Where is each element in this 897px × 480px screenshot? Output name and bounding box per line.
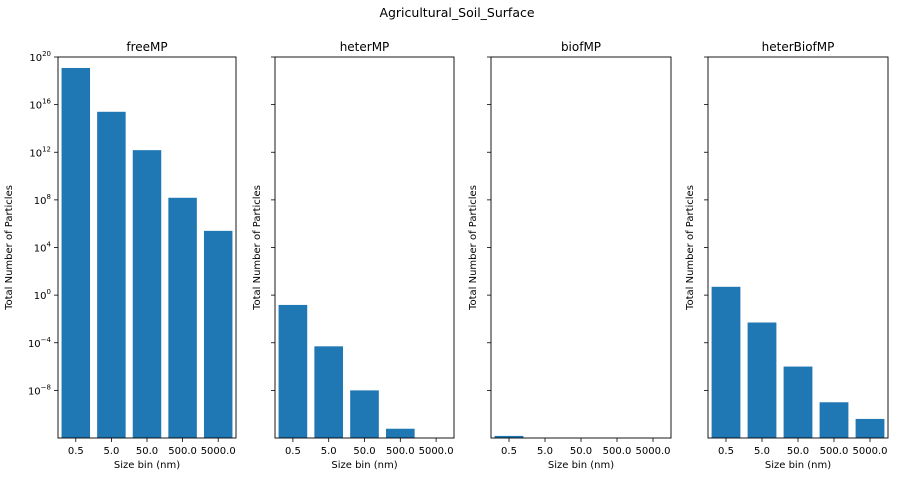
panel-1-xtick-label-4: 500.0 (168, 446, 197, 457)
panel-1-bar-5 (204, 231, 232, 438)
panel-1-title: freeMP (126, 40, 167, 54)
panel-4-ylabel: Total Number of Particles (685, 185, 696, 311)
panel-1-ytick-label-7: 1016 (29, 98, 51, 112)
panel-2-ylabel: Total Number of Particles (252, 185, 263, 311)
panel-2-bar-4 (386, 429, 415, 438)
panel-2-xtick-label-4: 500.0 (386, 446, 415, 457)
panel-1-xtick-label-5: 5000.0 (201, 446, 236, 457)
panel-4-xtick-label-4: 500.0 (820, 446, 849, 457)
panel-4-xtick-label-5: 5000.0 (853, 446, 888, 457)
panel-2-title: heterMP (340, 40, 390, 54)
figure-title: Agricultural_Soil_Surface (379, 5, 534, 20)
panel-3-ylabel: Total Number of Particles (468, 185, 479, 311)
panel-4-bar-1 (712, 287, 741, 438)
panel-1-bar-2 (97, 112, 125, 438)
panel-4-bar-3 (784, 367, 813, 438)
panel-1-ytick-label-4: 104 (34, 241, 52, 255)
panel-2-bar-3 (350, 390, 379, 438)
panel-1-ylabel: Total Number of Particles (4, 185, 15, 311)
panel-1-xlabel: Size bin (nm) (114, 460, 180, 471)
panel-1-bar-1 (62, 68, 90, 438)
panel-1-ytick-label-3: 100 (34, 288, 51, 302)
panel-1-xtick-label-2: 5.0 (103, 446, 119, 457)
panel-3-xtick-label-4: 500.0 (603, 446, 632, 457)
panel-1-ytick-label-5: 108 (34, 193, 51, 207)
panel-4-bar-2 (748, 323, 777, 438)
panel-3-title: biofMP (561, 40, 601, 54)
panel-1-bar-4 (168, 198, 196, 438)
panel-3-xtick-label-2: 5.0 (537, 446, 553, 457)
panel-1-xtick-label-3: 50.0 (136, 446, 158, 457)
panel-1-ytick-label-2: 10−4 (28, 336, 52, 350)
panel-4-bar-4 (820, 402, 849, 438)
panel-4-xtick-label-1: 0.5 (718, 446, 734, 457)
panel-1-ytick-label-1: 10−8 (28, 383, 51, 397)
panel-2-bar-2 (314, 346, 343, 438)
panel-1-xtick-label-1: 0.5 (68, 446, 84, 457)
panel-3-xlabel: Size bin (nm) (548, 460, 614, 471)
panel-2-bar-1 (279, 305, 308, 438)
panel-4-xlabel: Size bin (nm) (765, 460, 831, 471)
panel-1-bar-3 (133, 150, 161, 438)
panel-2-xtick-label-1: 0.5 (285, 446, 301, 457)
panel-3-xtick-label-3: 50.0 (570, 446, 592, 457)
panel-1-ytick-label-6: 1012 (29, 145, 51, 159)
panel-4-xtick-label-2: 5.0 (754, 446, 770, 457)
panel-2-xlabel: Size bin (nm) (331, 460, 397, 471)
panel-3-axes-frame (491, 57, 671, 438)
panel-4-xtick-label-3: 50.0 (787, 446, 809, 457)
panel-2-xtick-label-5: 5000.0 (419, 446, 454, 457)
panel-4-title: heterBiofMP (762, 40, 835, 54)
panel-3-xtick-label-5: 5000.0 (636, 446, 671, 457)
panel-3-xtick-label-1: 0.5 (501, 446, 517, 457)
panel-2-xtick-label-2: 5.0 (321, 446, 337, 457)
panel-4-bar-5 (856, 419, 885, 438)
panel-1-ytick-label-8: 1020 (29, 50, 51, 64)
panel-2-xtick-label-3: 50.0 (353, 446, 375, 457)
